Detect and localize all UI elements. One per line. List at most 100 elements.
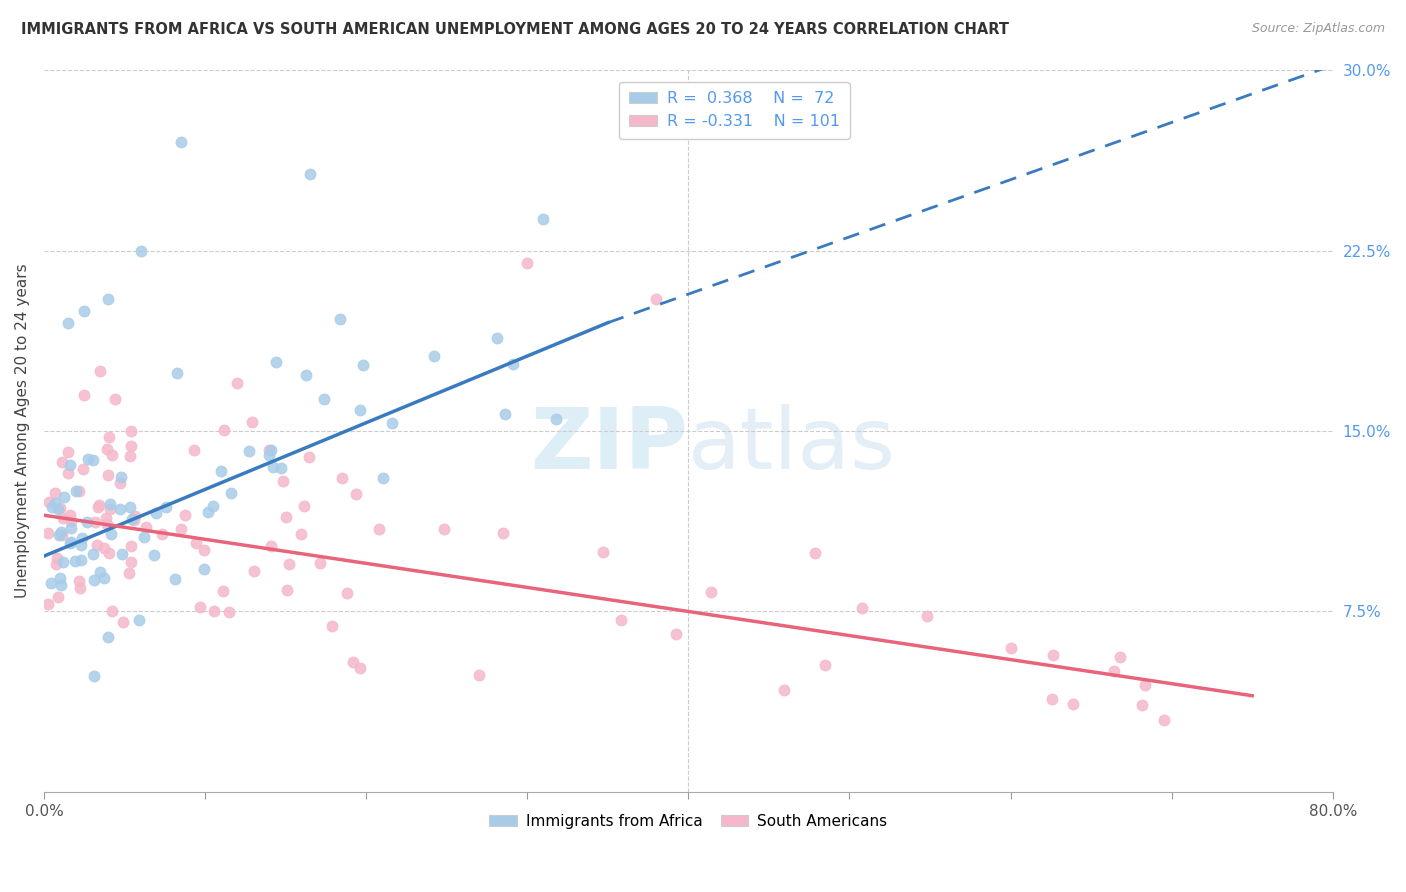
Point bbox=[367, 522, 389, 536]
Point bbox=[143, 548, 166, 562]
Point bbox=[51, 528, 73, 542]
Point bbox=[89, 364, 111, 378]
Point bbox=[1153, 713, 1175, 727]
Point bbox=[270, 461, 292, 475]
Point bbox=[128, 614, 150, 628]
Point bbox=[700, 584, 723, 599]
Point bbox=[803, 546, 825, 560]
Point bbox=[184, 536, 207, 550]
Point bbox=[531, 212, 554, 227]
Point bbox=[321, 619, 343, 633]
Point bbox=[1130, 698, 1153, 712]
Point bbox=[97, 546, 120, 560]
Point bbox=[120, 539, 142, 553]
Point bbox=[1062, 698, 1084, 712]
Point bbox=[516, 255, 538, 269]
Point bbox=[212, 423, 235, 437]
Point bbox=[93, 541, 115, 555]
Point bbox=[98, 430, 121, 444]
Point bbox=[72, 531, 94, 545]
Point bbox=[170, 135, 193, 149]
Point bbox=[851, 601, 873, 615]
Point bbox=[118, 500, 141, 514]
Point bbox=[84, 515, 107, 529]
Point bbox=[135, 520, 157, 534]
Point bbox=[52, 510, 75, 524]
Point bbox=[59, 458, 82, 472]
Point bbox=[329, 311, 352, 326]
Point bbox=[502, 358, 524, 372]
Point bbox=[51, 525, 73, 540]
Point bbox=[97, 292, 120, 306]
Point bbox=[87, 498, 110, 512]
Point bbox=[96, 442, 118, 456]
Point bbox=[276, 583, 298, 598]
Point bbox=[100, 604, 122, 618]
Point bbox=[212, 584, 235, 599]
Point bbox=[89, 566, 111, 580]
Point bbox=[257, 448, 280, 462]
Point bbox=[118, 566, 141, 581]
Point bbox=[93, 571, 115, 585]
Point bbox=[330, 471, 353, 485]
Point bbox=[112, 615, 135, 629]
Point bbox=[155, 500, 177, 515]
Point bbox=[118, 449, 141, 463]
Point bbox=[48, 527, 70, 541]
Point bbox=[298, 167, 321, 181]
Point bbox=[494, 407, 516, 421]
Point bbox=[120, 439, 142, 453]
Point bbox=[97, 467, 120, 482]
Point bbox=[82, 452, 104, 467]
Point bbox=[257, 442, 280, 457]
Point bbox=[111, 547, 134, 561]
Point bbox=[59, 508, 82, 522]
Point bbox=[349, 661, 371, 675]
Point bbox=[39, 576, 62, 591]
Point bbox=[193, 542, 215, 557]
Point bbox=[1102, 665, 1125, 679]
Point bbox=[100, 448, 122, 462]
Point bbox=[59, 521, 82, 535]
Point bbox=[86, 538, 108, 552]
Point bbox=[96, 510, 118, 524]
Point bbox=[76, 515, 98, 529]
Point bbox=[292, 499, 315, 513]
Point bbox=[260, 442, 283, 457]
Point bbox=[100, 527, 122, 541]
Point bbox=[49, 571, 72, 585]
Point bbox=[193, 562, 215, 576]
Point bbox=[67, 484, 90, 499]
Point bbox=[298, 450, 321, 465]
Point bbox=[97, 630, 120, 644]
Point bbox=[544, 411, 567, 425]
Point bbox=[610, 613, 633, 627]
Point bbox=[56, 445, 79, 459]
Y-axis label: Unemployment Among Ages 20 to 24 years: Unemployment Among Ages 20 to 24 years bbox=[15, 264, 30, 599]
Point bbox=[104, 392, 127, 407]
Point bbox=[83, 669, 105, 683]
Point bbox=[38, 495, 60, 509]
Point bbox=[814, 658, 837, 673]
Point bbox=[915, 609, 938, 624]
Point bbox=[218, 605, 240, 619]
Legend: Immigrants from Africa, South Americans: Immigrants from Africa, South Americans bbox=[482, 807, 894, 835]
Point bbox=[82, 547, 104, 561]
Point bbox=[219, 485, 242, 500]
Point bbox=[183, 443, 205, 458]
Point bbox=[202, 604, 225, 618]
Point bbox=[308, 556, 330, 570]
Point bbox=[262, 459, 284, 474]
Point bbox=[169, 522, 191, 536]
Point bbox=[96, 516, 118, 531]
Point bbox=[76, 451, 98, 466]
Point bbox=[120, 555, 142, 569]
Point bbox=[381, 416, 404, 430]
Point bbox=[67, 574, 90, 589]
Point bbox=[163, 572, 186, 586]
Point bbox=[344, 487, 367, 501]
Point bbox=[58, 466, 80, 480]
Point bbox=[145, 506, 167, 520]
Point bbox=[240, 415, 263, 429]
Point bbox=[190, 600, 212, 615]
